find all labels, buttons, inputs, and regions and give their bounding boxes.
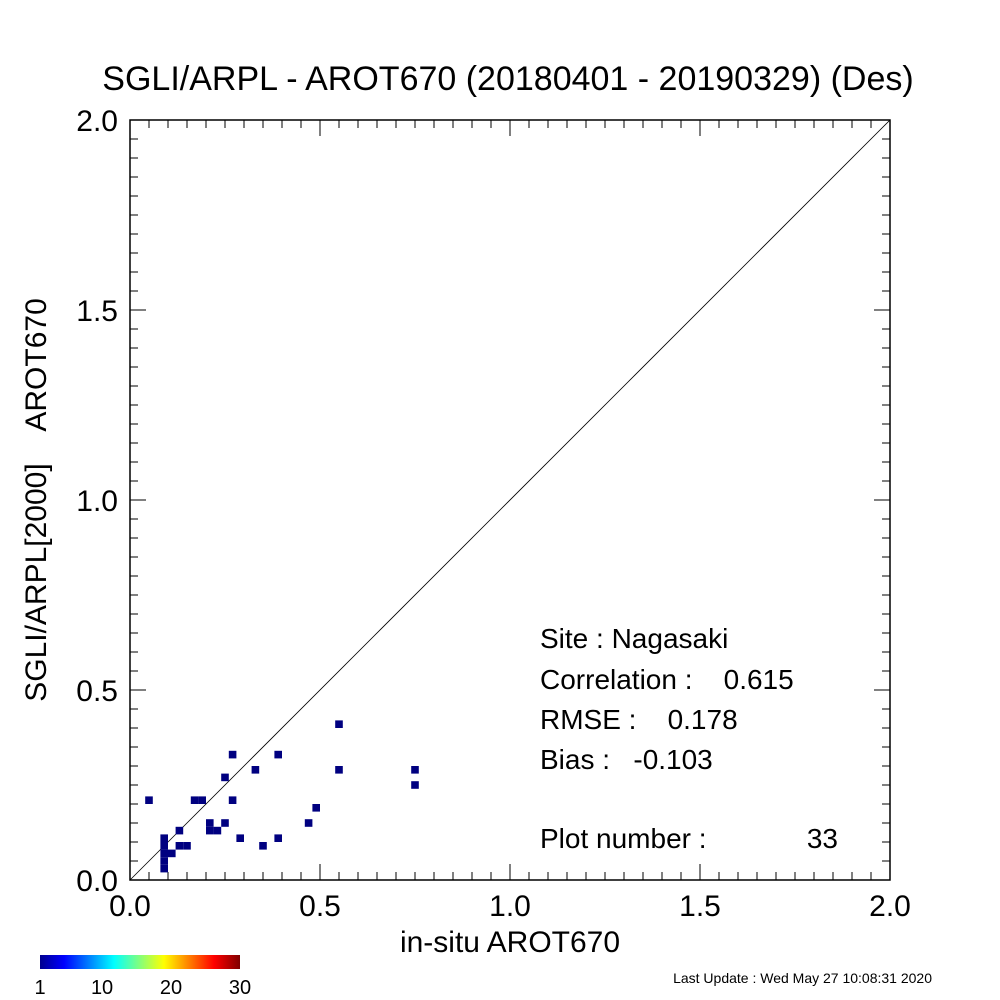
data-point <box>206 826 214 835</box>
data-point <box>335 720 343 728</box>
y-tick-label: 1.0 <box>76 485 118 518</box>
stat-site: Site : Nagasaki <box>540 623 728 654</box>
colorbar-tick-label: 10 <box>91 977 113 999</box>
data-point <box>411 781 419 789</box>
plot-area <box>129 119 891 881</box>
x-tick-label: 1.5 <box>679 890 721 923</box>
stat-plot-number-value: 33 <box>807 823 838 854</box>
data-point <box>304 819 313 827</box>
data-point <box>221 773 229 782</box>
data-point <box>274 750 282 759</box>
x-tick-label: 0.0 <box>109 890 151 923</box>
data-point <box>160 849 168 858</box>
y-axis-label: SGLI/ARPL[2000] AROT670 <box>20 298 53 702</box>
data-point <box>145 796 153 804</box>
data-point <box>168 849 176 858</box>
data-point <box>236 834 244 842</box>
colorbar-tick-label: 30 <box>229 977 251 999</box>
stats-box: Site : Nagasaki Correlation : 0.615 RMSE… <box>540 623 838 854</box>
y-tick-label: 0.0 <box>76 865 118 898</box>
data-point <box>160 842 168 850</box>
x-tick-label: 1.0 <box>489 890 531 923</box>
data-points <box>145 720 419 873</box>
stat-rmse: RMSE : 0.178 <box>540 704 738 735</box>
data-point <box>198 796 206 804</box>
data-point <box>259 842 267 850</box>
x-axis-label: in-situ AROT670 <box>400 926 620 959</box>
data-point <box>251 766 260 774</box>
stat-plot-number-label: Plot number : <box>540 823 707 854</box>
colorbar-gradient <box>40 955 240 969</box>
stat-bias: Bias : -0.103 <box>540 744 713 775</box>
data-point <box>411 766 419 774</box>
last-update-footer: Last Update : Wed May 27 10:08:31 2020 <box>673 970 932 986</box>
colorbar-tick-label: 1 <box>34 977 45 999</box>
data-point <box>274 834 282 842</box>
data-point <box>175 826 184 835</box>
data-point <box>160 857 168 865</box>
major-ticks <box>130 120 890 880</box>
data-point <box>221 819 229 827</box>
y-tick-label: 0.5 <box>76 675 118 708</box>
data-point <box>228 750 237 759</box>
data-point <box>190 796 199 804</box>
y-tick-labels: 0.0 0.5 1.0 1.5 2.0 <box>76 105 118 898</box>
data-point <box>160 864 168 873</box>
data-point <box>206 819 214 827</box>
data-point <box>335 766 343 774</box>
data-point <box>213 826 222 835</box>
x-tick-label: 2.0 <box>869 890 911 923</box>
one-to-one-line <box>129 119 891 881</box>
data-point <box>312 804 320 812</box>
chart-title: SGLI/ARPL - AROT670 (20180401 - 20190329… <box>102 60 913 98</box>
data-point <box>175 842 184 850</box>
colorbar-tick-label: 20 <box>160 977 182 999</box>
colorbar-labels: 1 10 20 30 <box>34 977 251 999</box>
x-tick-label: 0.5 <box>299 890 341 923</box>
data-point <box>183 842 191 850</box>
colorbar: 1 10 20 30 <box>34 955 251 999</box>
y-tick-label: 1.5 <box>76 295 118 328</box>
data-point <box>160 834 168 842</box>
data-point <box>228 796 237 804</box>
minor-ticks <box>130 120 890 880</box>
x-tick-labels: 0.0 0.5 1.0 1.5 2.0 <box>109 890 911 923</box>
stat-correlation: Correlation : 0.615 <box>540 664 794 695</box>
y-tick-label: 2.0 <box>76 105 118 138</box>
